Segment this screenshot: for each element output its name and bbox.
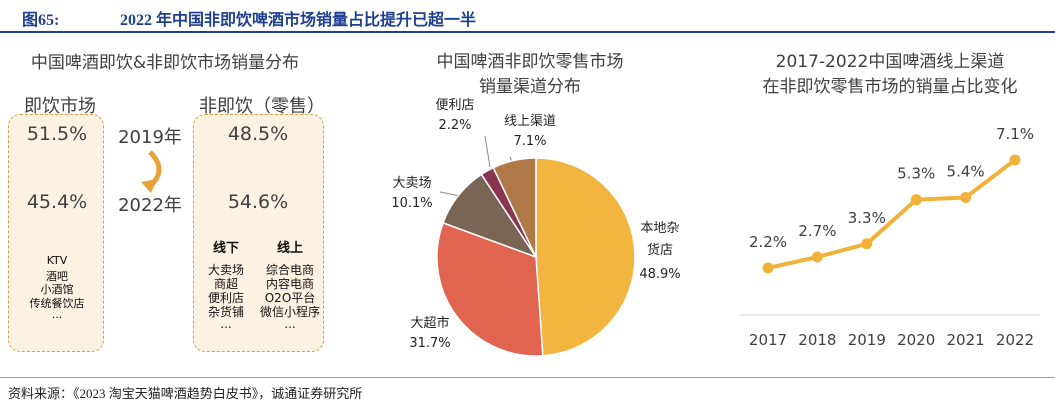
x-tick-label: 2021 (947, 331, 985, 349)
channel: ... (284, 317, 296, 331)
year: 2019年 (118, 127, 182, 148)
channel: 商超 (213, 277, 239, 291)
x-tick-label: 2019 (848, 331, 886, 349)
point (811, 251, 823, 263)
leader-line (484, 135, 491, 168)
x-tick-label: 2018 (798, 331, 836, 349)
value-label: 2.2% (438, 118, 472, 133)
value-label: 5.4% (947, 162, 985, 180)
value-label: 5.3% (897, 165, 935, 183)
box (8, 114, 104, 352)
line (767, 158, 1017, 270)
channel: 杂货铺 (207, 305, 245, 319)
year: 2022年 (118, 195, 182, 216)
header: 图65: 2022 年中国非即饮啤酒市场销量占比提升已超一半 (0, 0, 1055, 33)
value-label: 7.1% (996, 125, 1034, 143)
box (193, 114, 324, 352)
channel: 小酒馆 (40, 283, 74, 296)
chart-title: 2017-2022中国啤酒线上渠道 (775, 52, 1005, 72)
value: 54.6% (227, 191, 289, 213)
point (910, 194, 922, 206)
channel: 内容电商 (265, 277, 315, 291)
chart-title: 中国啤酒非即饮零售市场 (436, 52, 624, 72)
source: 资料来源：《2023 淘宝天猫啤酒趋势白皮书》，诚通证券研究所 (0, 377, 1055, 402)
channel: KTV (46, 254, 68, 267)
sub-heading: 线上 (276, 241, 304, 256)
value-label: 2.7% (798, 222, 836, 240)
value: 48.5% (227, 123, 289, 145)
sub-heading: 线下 (212, 241, 240, 256)
value-label: 10.1% (391, 196, 433, 211)
pie-slice (492, 157, 537, 258)
slice-label: 本地杂货店 (640, 221, 680, 258)
point (861, 238, 873, 250)
channel: 大卖场 (207, 263, 245, 277)
channel: 便利店 (207, 291, 245, 305)
slice-label: 便利店 (435, 98, 475, 113)
panel-title: 中国啤酒即饮&非即饮市场销量分布 (30, 53, 300, 73)
point (762, 262, 774, 274)
figure-number: 图65: (22, 12, 60, 29)
channel: ... (51, 308, 63, 321)
channel: 酒吧 (46, 269, 68, 283)
slice-label: 线上渠道 (503, 114, 557, 129)
slice-label: 大卖场 (392, 176, 432, 191)
value-label: 2.2% (749, 233, 787, 251)
slice-label: 大超市 (410, 316, 450, 331)
channel: 综合电商 (265, 263, 315, 277)
channel: 微信小程序 (259, 305, 321, 319)
point (1009, 154, 1021, 166)
point (960, 191, 972, 203)
x-tick-label: 2022 (996, 331, 1034, 349)
value: 45.4% (26, 191, 88, 213)
pie-slice (535, 157, 636, 357)
x-tick-label: 2020 (897, 331, 935, 349)
pie-slice (436, 221, 544, 357)
value-label: 3.3% (848, 209, 886, 227)
figure-title: 2022 年中国非即饮啤酒市场销量占比提升已超一半 (120, 12, 477, 29)
value-label: 31.7% (409, 336, 451, 351)
channel: 传统餐饮店 (29, 296, 85, 310)
heading: 即饮市场 (24, 96, 96, 117)
leader-line (439, 191, 461, 197)
arrow-head (141, 179, 157, 193)
value-label: 48.9% (639, 267, 681, 282)
value: 51.5% (26, 123, 88, 145)
chart-title: 在非即饮零售市场的销量占比变化 (762, 77, 1018, 97)
channel: O2O平台 (264, 291, 316, 305)
chart-title: 销量渠道分布 (479, 77, 581, 97)
value-label: 7.1% (513, 134, 547, 149)
heading: 非即饮（零售） (199, 96, 325, 117)
channel: ... (220, 317, 232, 331)
x-tick-label: 2017 (749, 331, 787, 349)
